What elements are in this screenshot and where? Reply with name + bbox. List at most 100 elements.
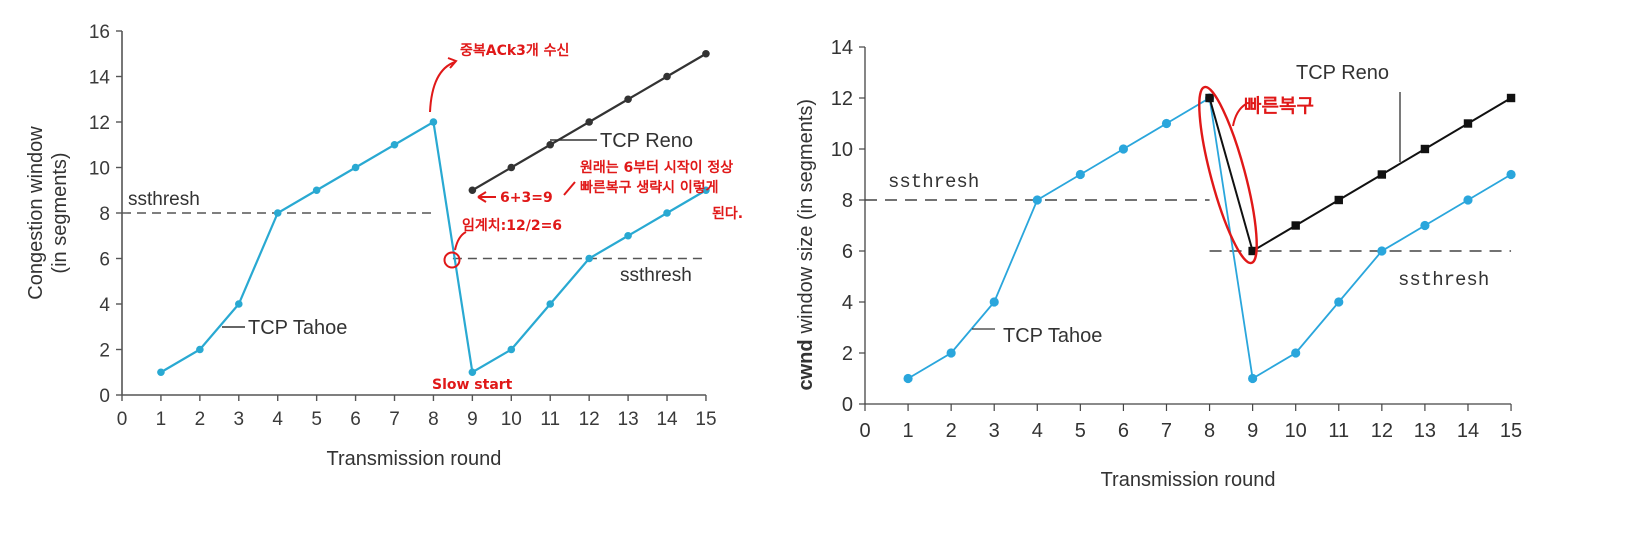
x-tick-label: 11 xyxy=(1328,420,1349,442)
x-tick-label: 11 xyxy=(540,409,560,430)
y-tick-label: 12 xyxy=(89,113,110,134)
x-tick-label: 5 xyxy=(1075,420,1086,442)
reno-point xyxy=(585,118,593,126)
x-tick-label: 4 xyxy=(272,409,283,430)
x-tick-label: 4 xyxy=(1032,420,1043,442)
ssthresh-label-lower: ssthresh xyxy=(620,265,692,286)
tahoe-point xyxy=(234,300,243,308)
series-line-reno xyxy=(1208,97,1512,253)
tahoe-point xyxy=(1334,297,1344,307)
x-tick-label: 9 xyxy=(467,409,478,430)
x-tick-label: 2 xyxy=(195,409,206,430)
y-axis-label: cwnd window size (in segments) xyxy=(795,99,817,391)
ssthresh-label-upper: ssthresh xyxy=(888,171,979,193)
x-tick-label: 1 xyxy=(903,420,914,442)
tahoe-point xyxy=(663,209,671,217)
y-tick-label: 8 xyxy=(99,204,110,225)
x-tick-label: 10 xyxy=(1285,420,1307,442)
x-tick-label: 7 xyxy=(389,409,400,430)
tahoe-point xyxy=(585,254,593,263)
x-tick-label: 3 xyxy=(989,420,1000,442)
reno-point xyxy=(702,49,710,58)
tahoe-point xyxy=(1075,169,1085,180)
reno-point xyxy=(1291,221,1300,230)
y-axis-label-line1: Congestion window xyxy=(25,126,47,300)
annotation-note-line2: 빠른복구 생략시 이렇게 xyxy=(580,179,719,196)
x-tick-label: 14 xyxy=(656,409,678,430)
tahoe-point xyxy=(1291,348,1301,358)
reno-point xyxy=(468,186,477,195)
y-tick-label: 0 xyxy=(99,386,110,407)
reno-point xyxy=(624,95,632,104)
tahoe-point xyxy=(946,348,956,358)
tahoe-point xyxy=(468,368,477,377)
annotation-triple-ack: 중복ACk3개 수신 xyxy=(460,43,569,59)
tahoe-point xyxy=(903,373,913,384)
x-tick-label: 8 xyxy=(428,409,439,430)
annotation-threshold-calc: 임계치:12/2=6 xyxy=(462,218,562,234)
reno-point xyxy=(1248,246,1257,256)
tahoe-point xyxy=(157,368,165,377)
note-arrow xyxy=(563,181,576,196)
reno-point xyxy=(663,72,671,81)
x-tick-label: 2 xyxy=(946,420,957,442)
y-tick-label: 8 xyxy=(842,190,853,212)
y-tick-label: 2 xyxy=(99,341,110,362)
fast-recovery-ellipse xyxy=(1198,85,1258,265)
tahoe-label: TCP Tahoe xyxy=(1003,325,1102,347)
y-axis-label-line2: (in segments) xyxy=(49,152,71,273)
x-tick-label: 15 xyxy=(1500,420,1522,442)
reno-point xyxy=(1463,119,1473,128)
x-axis-label: Transmission round xyxy=(1101,469,1276,491)
series-line-tahoe xyxy=(907,96,1512,380)
tahoe-point xyxy=(1161,118,1172,129)
annotation-fast-recovery: 빠른복구 xyxy=(1244,95,1314,117)
y-tick-label: 14 xyxy=(89,68,111,89)
reno-label: TCP Reno xyxy=(1296,62,1389,84)
annotation-reno-eq: 6+3=9 xyxy=(500,190,553,206)
x-tick-label: 7 xyxy=(1161,420,1172,442)
tahoe-point xyxy=(312,186,321,195)
y-tick-label: 4 xyxy=(842,292,853,314)
x-tick-label: 15 xyxy=(695,409,716,430)
reno-point xyxy=(1506,93,1516,103)
reno-point xyxy=(507,163,516,172)
reno-eq-arrowhead xyxy=(477,191,487,203)
y-tick-label: 6 xyxy=(99,250,110,271)
reno-label: TCP Reno xyxy=(600,130,693,152)
x-tick-label: 6 xyxy=(350,409,361,430)
tahoe-point xyxy=(390,140,399,149)
x-tick-label: 6 xyxy=(1118,420,1129,442)
tahoe-point xyxy=(1377,246,1387,256)
y-tick-label: 10 xyxy=(831,139,853,161)
tahoe-point xyxy=(351,163,360,172)
y-tick-label: 4 xyxy=(99,295,110,316)
x-tick-label: 8 xyxy=(1204,420,1215,442)
tahoe-point xyxy=(196,345,204,354)
tahoe-point xyxy=(1506,169,1516,180)
x-tick-label: 13 xyxy=(1414,420,1436,442)
tahoe-point xyxy=(1248,373,1258,384)
x-tick-label: 12 xyxy=(579,409,600,430)
tahoe-label: TCP Tahoe xyxy=(248,317,347,339)
y-tick-label: 16 xyxy=(89,22,110,43)
annotation-slow-start: Slow start xyxy=(432,377,513,393)
y-axis-label-rest: window size (in segments) xyxy=(795,99,817,335)
annotation-note-line1: 원래는 6부터 시작이 정상 xyxy=(580,159,733,176)
tahoe-point xyxy=(507,345,516,354)
ssthresh-label-lower: ssthresh xyxy=(1398,269,1489,291)
triple-ack-arrow xyxy=(429,61,456,113)
tahoe-point xyxy=(989,297,999,307)
tahoe-point xyxy=(429,118,438,126)
reno-point xyxy=(1420,144,1430,154)
y-tick-label: 14 xyxy=(831,37,853,59)
triple-ack-arrowhead xyxy=(447,57,458,69)
tahoe-point xyxy=(1032,195,1042,205)
x-axis-label: Transmission round xyxy=(327,448,502,470)
x-tick-label: 13 xyxy=(618,409,639,430)
threshold-marker-circle xyxy=(443,251,461,269)
x-tick-label: 3 xyxy=(234,409,245,430)
y-tick-label: 2 xyxy=(842,343,853,365)
